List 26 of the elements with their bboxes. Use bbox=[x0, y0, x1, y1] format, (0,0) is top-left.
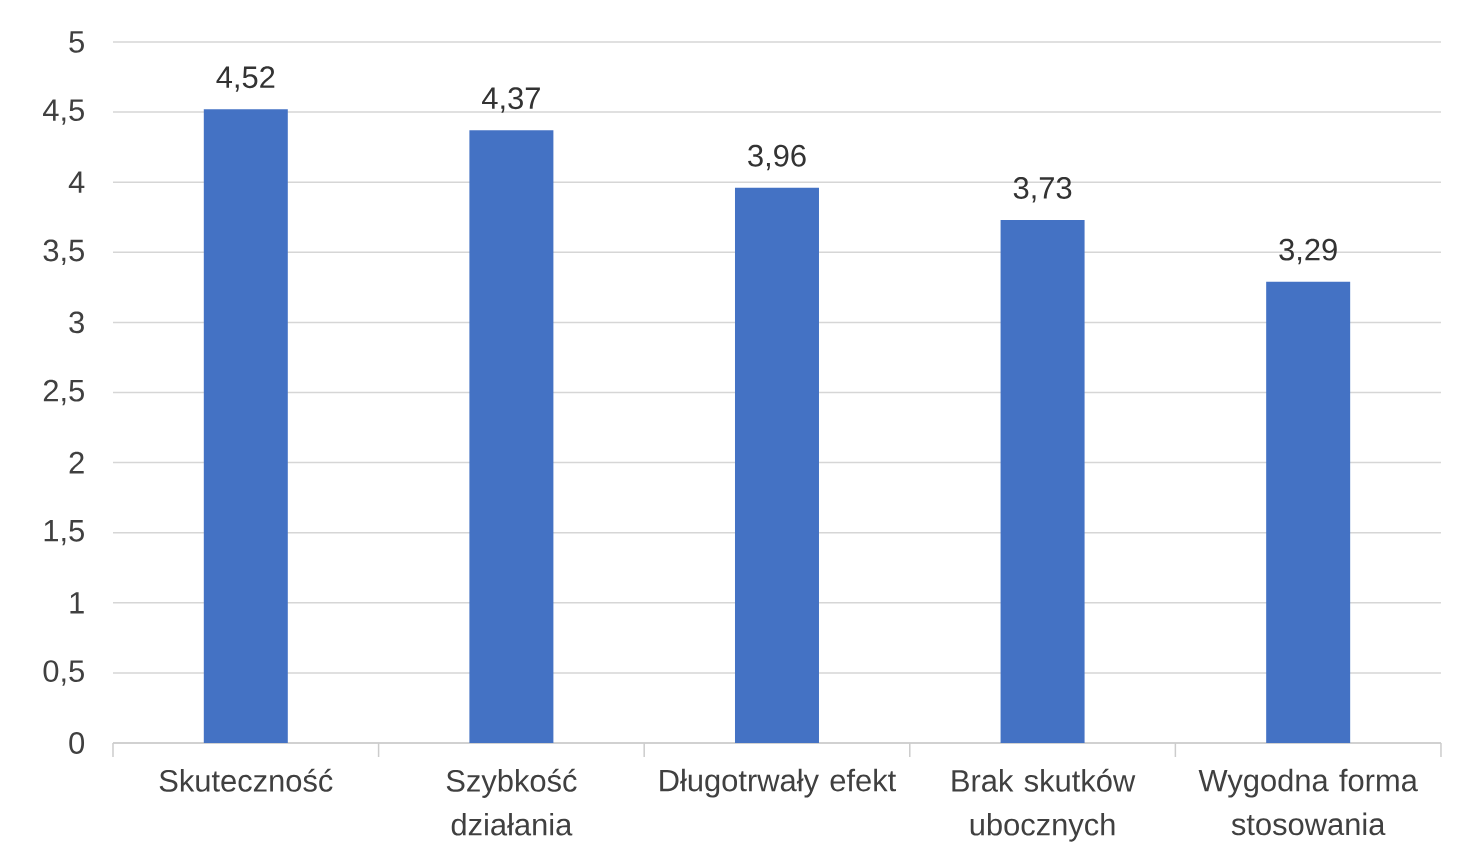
data-label: 3,96 bbox=[748, 144, 806, 171]
y-tick-label: 1 bbox=[70, 592, 84, 614]
x-tick-label: Szybkość działania bbox=[446, 768, 577, 836]
data-label: 3,29 bbox=[1279, 238, 1337, 265]
bar bbox=[203, 109, 288, 743]
y-tick-label: 2,5 bbox=[43, 379, 84, 406]
x-tick-label: Skuteczność bbox=[159, 768, 333, 792]
x-tick-label: Brak skutków ubocznych bbox=[952, 768, 1136, 842]
data-label: 3,73 bbox=[1013, 177, 1072, 203]
data-label: 4,37 bbox=[482, 87, 540, 113]
data-label: 4,52 bbox=[216, 66, 275, 92]
y-tick-label: 5 bbox=[69, 31, 84, 53]
y-tick-label: 0 bbox=[69, 732, 85, 754]
y-tick-label: 3 bbox=[69, 311, 84, 334]
y-tick-label: 2 bbox=[69, 451, 84, 474]
bar bbox=[1266, 281, 1351, 743]
bar bbox=[469, 130, 554, 743]
y-tick-label: 0,5 bbox=[43, 660, 84, 686]
y-tick-label: 4,5 bbox=[43, 99, 84, 125]
x-tick-label: Wygodna forma stosowania bbox=[1198, 768, 1418, 836]
x-tick-label: Długotrwały efekt bbox=[660, 768, 897, 798]
y-tick-label: 4 bbox=[68, 171, 85, 193]
bar bbox=[734, 187, 819, 743]
bar bbox=[1000, 220, 1085, 743]
y-tick-label: 1,5 bbox=[44, 520, 84, 546]
y-tick-label: 3,5 bbox=[43, 239, 84, 266]
